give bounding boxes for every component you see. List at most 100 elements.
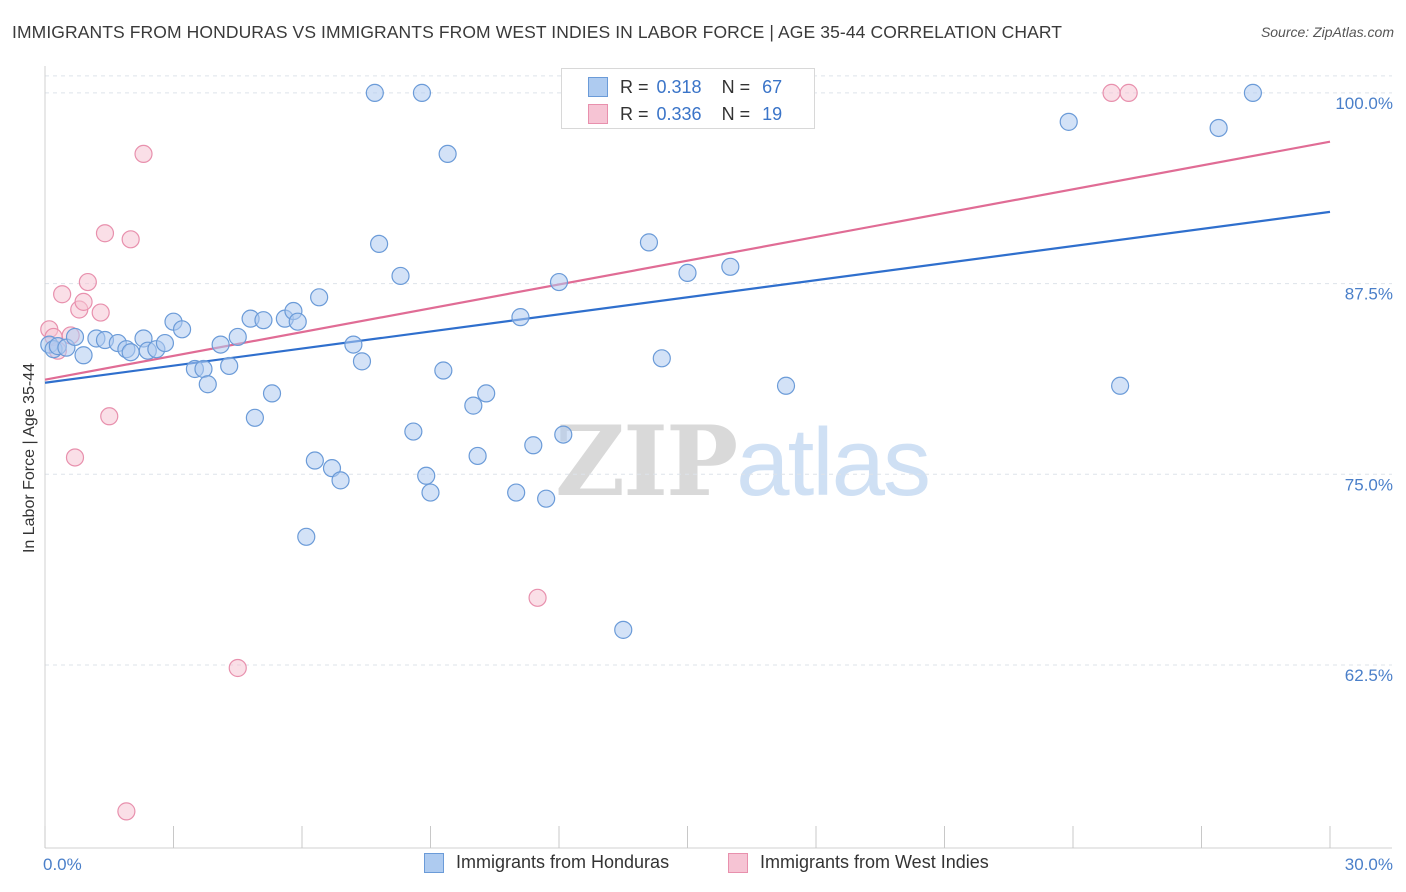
honduras-legend-swatch bbox=[424, 852, 444, 873]
westindies-point bbox=[134, 144, 153, 164]
n-label: N = bbox=[721, 76, 751, 97]
honduras-point bbox=[421, 483, 440, 502]
honduras-point bbox=[1059, 112, 1078, 131]
watermark-atlas: atlas bbox=[736, 409, 931, 516]
westindies-point bbox=[228, 658, 247, 678]
honduras-point bbox=[434, 361, 453, 380]
legend-row-honduras: R = 0.318 N = 67 bbox=[588, 75, 782, 99]
legend-row-westindies: R = 0.336 N = 19 bbox=[588, 102, 782, 126]
honduras-point bbox=[74, 346, 93, 365]
honduras-point bbox=[524, 436, 543, 455]
tick-labels: 62.5% 75.0% 87.5% 100.0% 0.0% 30.0% bbox=[43, 94, 1393, 874]
r-label: R = bbox=[620, 76, 649, 97]
honduras-point bbox=[344, 335, 363, 354]
honduras-point bbox=[391, 266, 410, 286]
honduras-point bbox=[220, 356, 239, 376]
source-credit: Source: ZipAtlas.com bbox=[1260, 24, 1394, 40]
watermark: ZIPatlas bbox=[555, 405, 931, 518]
honduras-point bbox=[254, 311, 273, 330]
honduras-point bbox=[549, 272, 569, 292]
y-tick-label: 75.0% bbox=[1345, 475, 1393, 494]
honduras-point bbox=[639, 233, 659, 252]
westindies-point bbox=[117, 802, 136, 821]
honduras-r-value: 0.318 bbox=[656, 76, 702, 97]
honduras-point bbox=[468, 446, 487, 466]
westindies-point bbox=[53, 285, 72, 304]
honduras-point bbox=[678, 263, 697, 282]
westindies-point bbox=[95, 224, 115, 243]
trend-lines bbox=[44, 140, 1331, 384]
n-label: N = bbox=[721, 103, 751, 124]
honduras-point bbox=[464, 396, 483, 415]
honduras-swatch bbox=[588, 77, 608, 97]
x-tick-label: 30.0% bbox=[1345, 855, 1393, 874]
honduras-point bbox=[417, 466, 436, 485]
honduras-n-value: 67 bbox=[762, 76, 783, 97]
westindies-point bbox=[78, 272, 97, 292]
y-tick-label: 100.0% bbox=[1335, 94, 1393, 113]
westindies-legend-label: Immigrants from West Indies bbox=[760, 852, 989, 872]
legend-item-honduras: Immigrants from Honduras bbox=[424, 852, 669, 873]
westindies-point bbox=[528, 588, 547, 607]
honduras-point bbox=[331, 471, 350, 490]
honduras-point bbox=[262, 384, 282, 403]
westindies-point bbox=[91, 303, 110, 322]
westindies-point bbox=[1102, 83, 1121, 102]
honduras-point bbox=[554, 425, 573, 444]
chart-title: IMMIGRANTS FROM HONDURAS VS IMMIGRANTS F… bbox=[12, 22, 1063, 42]
axes bbox=[44, 66, 1392, 849]
honduras-point bbox=[211, 335, 230, 354]
y-tick-label: 87.5% bbox=[1345, 285, 1393, 304]
westindies-point bbox=[1119, 83, 1138, 102]
honduras-point bbox=[352, 352, 372, 371]
westindies-swatch bbox=[588, 104, 608, 124]
legend-item-westindies: Immigrants from West Indies bbox=[728, 852, 989, 873]
correlation-legend: R = 0.318 N = 67 R = 0.336 N = 19 bbox=[561, 68, 815, 129]
honduras-point bbox=[288, 312, 307, 331]
honduras-point bbox=[511, 308, 530, 327]
honduras-point bbox=[477, 384, 496, 403]
honduras-point bbox=[438, 144, 457, 164]
y-axis-title: In Labor Force | Age 35-44 bbox=[21, 363, 38, 553]
x-tick-label: 0.0% bbox=[43, 855, 82, 874]
westindies-point bbox=[100, 407, 119, 426]
y-tick-label: 62.5% bbox=[1345, 666, 1393, 685]
honduras-point bbox=[404, 422, 423, 441]
honduras-point bbox=[507, 483, 526, 502]
honduras-legend-label: Immigrants from Honduras bbox=[456, 852, 670, 872]
westindies-point bbox=[74, 292, 93, 311]
honduras-point bbox=[198, 375, 217, 394]
honduras-point bbox=[121, 343, 140, 362]
honduras-point bbox=[172, 320, 192, 339]
data-points bbox=[40, 83, 1263, 821]
honduras-point bbox=[1111, 376, 1130, 395]
honduras-point bbox=[370, 234, 389, 254]
gridlines bbox=[45, 75, 1392, 666]
honduras-point bbox=[614, 620, 633, 639]
honduras-point bbox=[305, 451, 324, 470]
westindies-point bbox=[65, 448, 85, 467]
westindies-n-value: 19 bbox=[762, 103, 783, 124]
honduras-point bbox=[245, 408, 264, 427]
honduras-point bbox=[228, 327, 247, 347]
honduras-point bbox=[652, 349, 671, 368]
honduras-point bbox=[412, 83, 432, 102]
westindies-r-value: 0.336 bbox=[656, 103, 702, 124]
honduras-point bbox=[1243, 83, 1263, 102]
honduras-point bbox=[297, 527, 316, 546]
r-label: R = bbox=[620, 103, 649, 124]
watermark-zip: ZIP bbox=[555, 405, 738, 518]
honduras-point bbox=[721, 257, 740, 276]
westindies-trend-line bbox=[44, 140, 1331, 381]
honduras-point bbox=[194, 359, 213, 379]
honduras-point bbox=[365, 83, 384, 102]
honduras-point bbox=[776, 376, 796, 395]
honduras-point bbox=[1209, 118, 1228, 138]
westindies-legend-swatch bbox=[728, 852, 748, 873]
honduras-trend-line bbox=[44, 210, 1331, 384]
honduras-point bbox=[537, 489, 556, 508]
honduras-point bbox=[65, 327, 85, 347]
westindies-point bbox=[121, 230, 140, 249]
honduras-point bbox=[310, 288, 329, 307]
